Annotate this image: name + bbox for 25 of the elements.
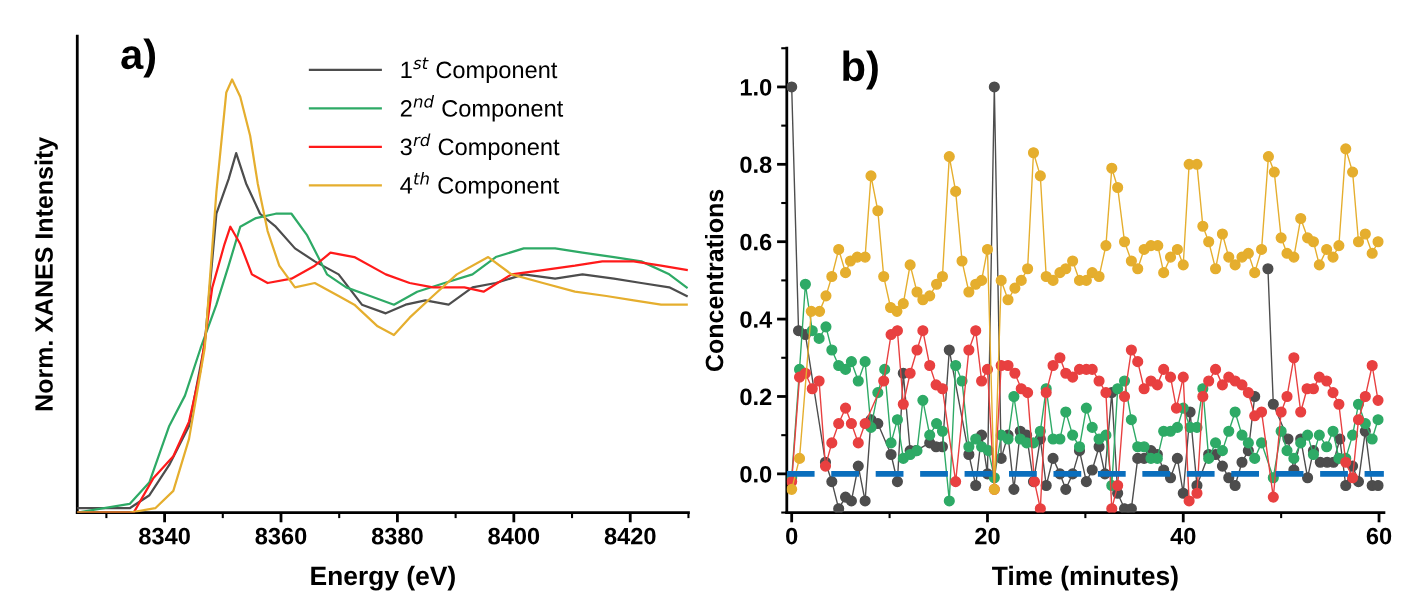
y-tick-label: 0.0 [740, 465, 772, 483]
y-tick-label: 0.4 [740, 311, 773, 328]
x-axis-title: Energy (eV) [311, 565, 455, 591]
x-tick-label: 8340 [139, 527, 190, 545]
y-tick-label: 1.0 [740, 79, 772, 96]
legend-label: 2$^{nd}$ Component [400, 94, 564, 122]
x-tick-label: 8400 [488, 527, 540, 545]
x-tick-label: 0 [786, 527, 798, 545]
x-tick-label: 60 [1366, 527, 1392, 545]
text: a) [121, 38, 156, 78]
x-tick-label: 8420 [604, 527, 656, 545]
x-tick-label: 8380 [371, 527, 423, 545]
y-tick-label: 0.2 [740, 388, 772, 406]
x-tick-label: 8360 [255, 527, 307, 545]
legend-label: 1$^{st}$ Component [401, 57, 558, 83]
x-tick-label: 40 [1170, 527, 1196, 545]
legend-label: 4$^{th}$ Component [400, 171, 560, 199]
legend-label: 3$^{rd}$ Component [400, 133, 560, 160]
annotation: b) [843, 50, 878, 90]
x-axis-title: Time (minutes) [992, 565, 1178, 591]
y-axis-title: Norm. XANES Intensity [34, 136, 58, 411]
y-tick-label: 0.6 [740, 233, 772, 251]
y-axis-title: Concentrations [704, 189, 724, 372]
y-tick-label: 0.8 [740, 156, 772, 174]
x-tick-label: 20 [975, 527, 1000, 545]
